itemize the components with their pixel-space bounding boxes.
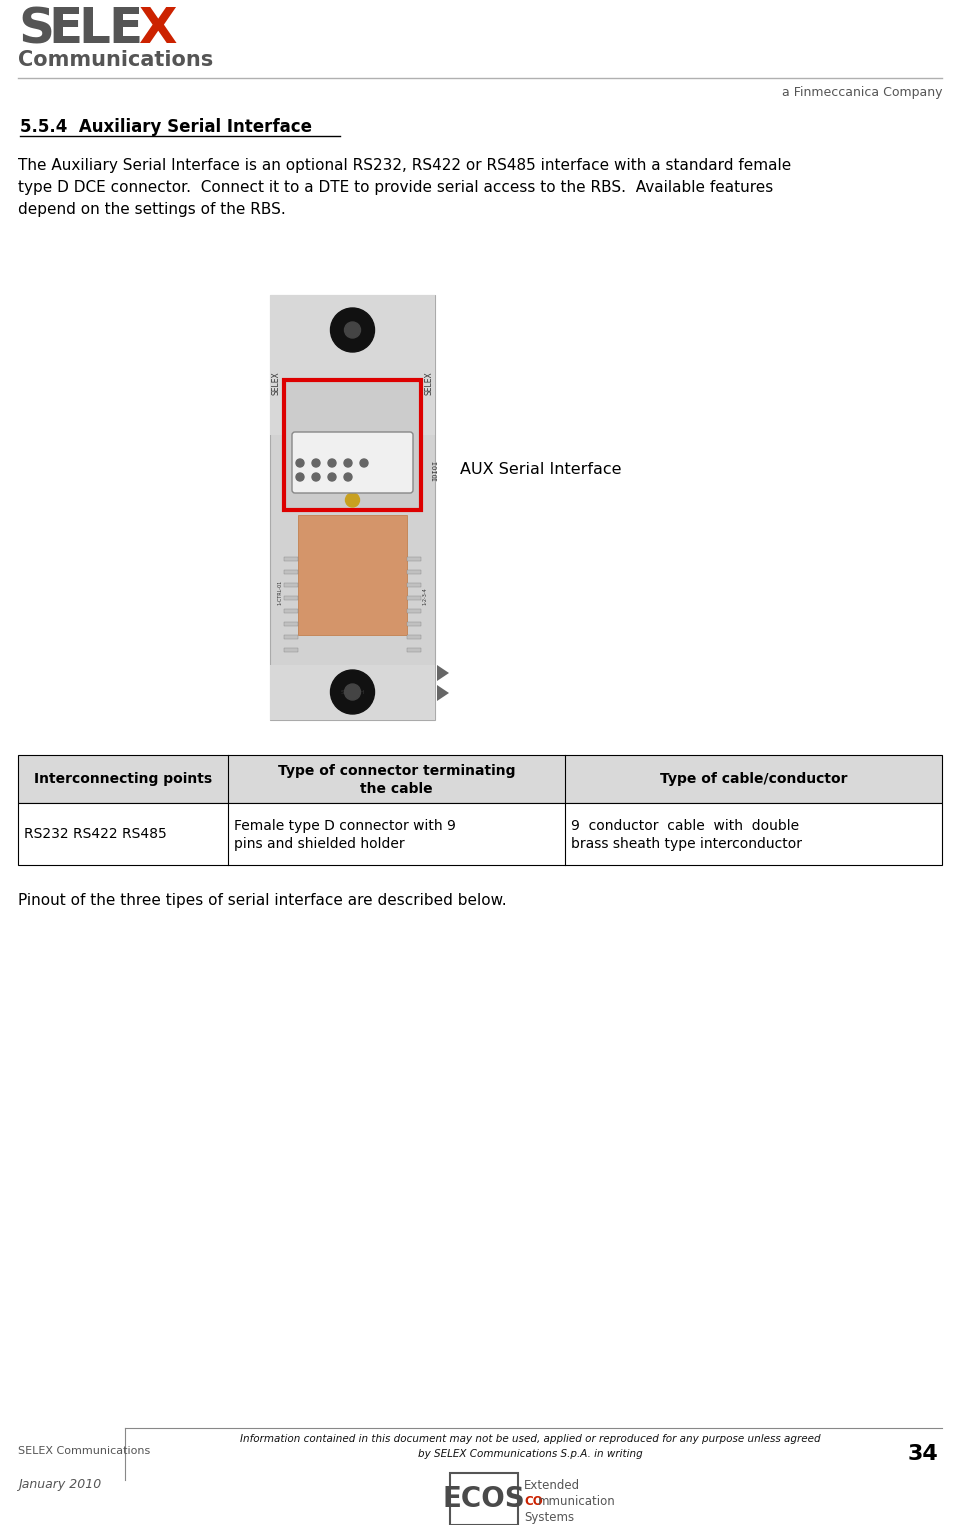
Circle shape [330, 308, 374, 352]
Circle shape [312, 473, 320, 480]
Circle shape [346, 442, 359, 457]
Bar [18, 804, 942, 865]
Bar [407, 557, 421, 561]
Bar [407, 596, 421, 599]
FancyBboxPatch shape [292, 432, 413, 493]
Text: ECOS: ECOS [443, 1485, 525, 1513]
Text: brass sheath type interconductor: brass sheath type interconductor [571, 837, 802, 851]
Circle shape [344, 473, 352, 480]
Bar [298, 515, 407, 634]
Text: Communications: Communications [18, 50, 213, 70]
Circle shape [312, 459, 320, 467]
Text: 34: 34 [907, 1444, 938, 1464]
Text: 1-2-3-4: 1-2-3-4 [422, 587, 427, 605]
Text: IOIOI: IOIOI [432, 459, 438, 480]
Circle shape [345, 685, 361, 700]
Text: pins and shielded holder: pins and shielded holder [234, 837, 404, 851]
Text: E: E [108, 5, 142, 53]
Text: type D DCE connector.  Connect it to a DTE to provide serial access to the RBS. : type D DCE connector. Connect it to a DT… [18, 180, 773, 195]
Circle shape [330, 669, 374, 714]
Bar [284, 634, 298, 639]
Circle shape [296, 459, 304, 467]
Text: 1-CTRL-01: 1-CTRL-01 [277, 580, 282, 605]
Text: 5.5.4  Auxiliary Serial Interface: 5.5.4 Auxiliary Serial Interface [20, 117, 312, 136]
Bar [450, 1473, 518, 1525]
Text: mmunication: mmunication [538, 1494, 615, 1508]
Circle shape [328, 473, 336, 480]
Text: L: L [78, 5, 109, 53]
Text: Pinout of the three tipes of serial interface are described below.: Pinout of the three tipes of serial inte… [18, 894, 507, 907]
Text: SELEX: SELEX [272, 371, 280, 395]
Text: AUX Serial Interface: AUX Serial Interface [460, 462, 621, 477]
Circle shape [328, 459, 336, 467]
Text: 9  conductor  cable  with  double: 9 conductor cable with double [571, 819, 799, 833]
Polygon shape [437, 685, 449, 702]
Bar [270, 665, 435, 720]
Text: Information contained in this document may not be used, applied or reproduced fo: Information contained in this document m… [240, 1434, 820, 1444]
Text: Systems: Systems [524, 1511, 574, 1523]
Text: January 2010: January 2010 [18, 1478, 101, 1491]
Text: Type of connector terminating: Type of connector terminating [277, 764, 516, 778]
Text: by SELEX Communications S.p.A. in writing: by SELEX Communications S.p.A. in writin… [418, 1449, 642, 1459]
Bar [284, 622, 298, 625]
Text: RS232 RS422 RS485: RS232 RS422 RS485 [24, 827, 167, 840]
Bar [284, 583, 298, 587]
Bar [284, 380, 421, 509]
Bar [284, 608, 298, 613]
Bar [407, 570, 421, 573]
Text: Interconnecting points: Interconnecting points [34, 772, 212, 785]
Text: SELEX Communications: SELEX Communications [18, 1446, 151, 1456]
Bar [284, 557, 298, 561]
Bar [407, 634, 421, 639]
Bar [407, 648, 421, 653]
Text: Extended: Extended [524, 1479, 580, 1491]
Text: a Finmeccanica Company: a Finmeccanica Company [781, 85, 942, 99]
Text: SWITCH: SWITCH [340, 689, 365, 695]
Bar [270, 294, 435, 720]
Circle shape [345, 322, 361, 339]
Text: The Auxiliary Serial Interface is an optional RS232, RS422 or RS485 interface wi: The Auxiliary Serial Interface is an opt… [18, 159, 791, 172]
Bar [284, 648, 298, 653]
Text: the cable: the cable [360, 782, 433, 796]
Polygon shape [437, 665, 449, 682]
Circle shape [296, 473, 304, 480]
Bar [284, 570, 298, 573]
Text: CO: CO [524, 1494, 542, 1508]
Circle shape [346, 493, 359, 506]
Bar [284, 596, 298, 599]
Bar [270, 294, 435, 435]
Text: X: X [138, 5, 177, 53]
Circle shape [344, 459, 352, 467]
Bar [18, 755, 942, 804]
Text: S: S [18, 5, 54, 53]
Text: Female type D connector with 9: Female type D connector with 9 [234, 819, 456, 833]
Text: depend on the settings of the RBS.: depend on the settings of the RBS. [18, 201, 286, 217]
Bar [407, 622, 421, 625]
Bar [407, 608, 421, 613]
Text: SELEX: SELEX [424, 371, 434, 395]
Text: E: E [48, 5, 83, 53]
Bar [407, 583, 421, 587]
Circle shape [360, 459, 368, 467]
Bar [286, 381, 419, 508]
Text: Type of cable/conductor: Type of cable/conductor [660, 772, 848, 785]
